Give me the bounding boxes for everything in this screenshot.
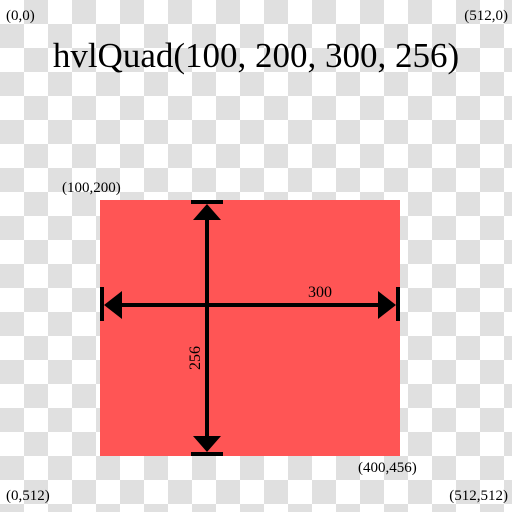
quad-top-left-label: (100,200): [62, 180, 121, 196]
corner-label-bottom-left: (0,512): [6, 488, 50, 504]
width-arrowhead-right-icon: [378, 291, 396, 319]
quad-bottom-right-label: (400,456): [358, 460, 417, 476]
diagram-title: hvlQuad(100, 200, 300, 256): [53, 36, 459, 75]
quad-rectangle: [100, 200, 400, 456]
height-dimension-line: [191, 200, 223, 456]
width-arrowhead-left-icon: [104, 291, 122, 319]
height-arrowhead-top-icon: [193, 204, 221, 220]
corner-label-top-right: (512,0): [464, 8, 508, 24]
width-dimension-line: [100, 287, 400, 321]
corner-label-bottom-right: (512,512): [449, 488, 508, 504]
corner-label-top-left: (0,0): [6, 8, 35, 24]
height-label: 256: [187, 346, 204, 370]
height-arrowhead-bottom-icon: [193, 436, 221, 452]
width-label: 300: [308, 284, 332, 301]
